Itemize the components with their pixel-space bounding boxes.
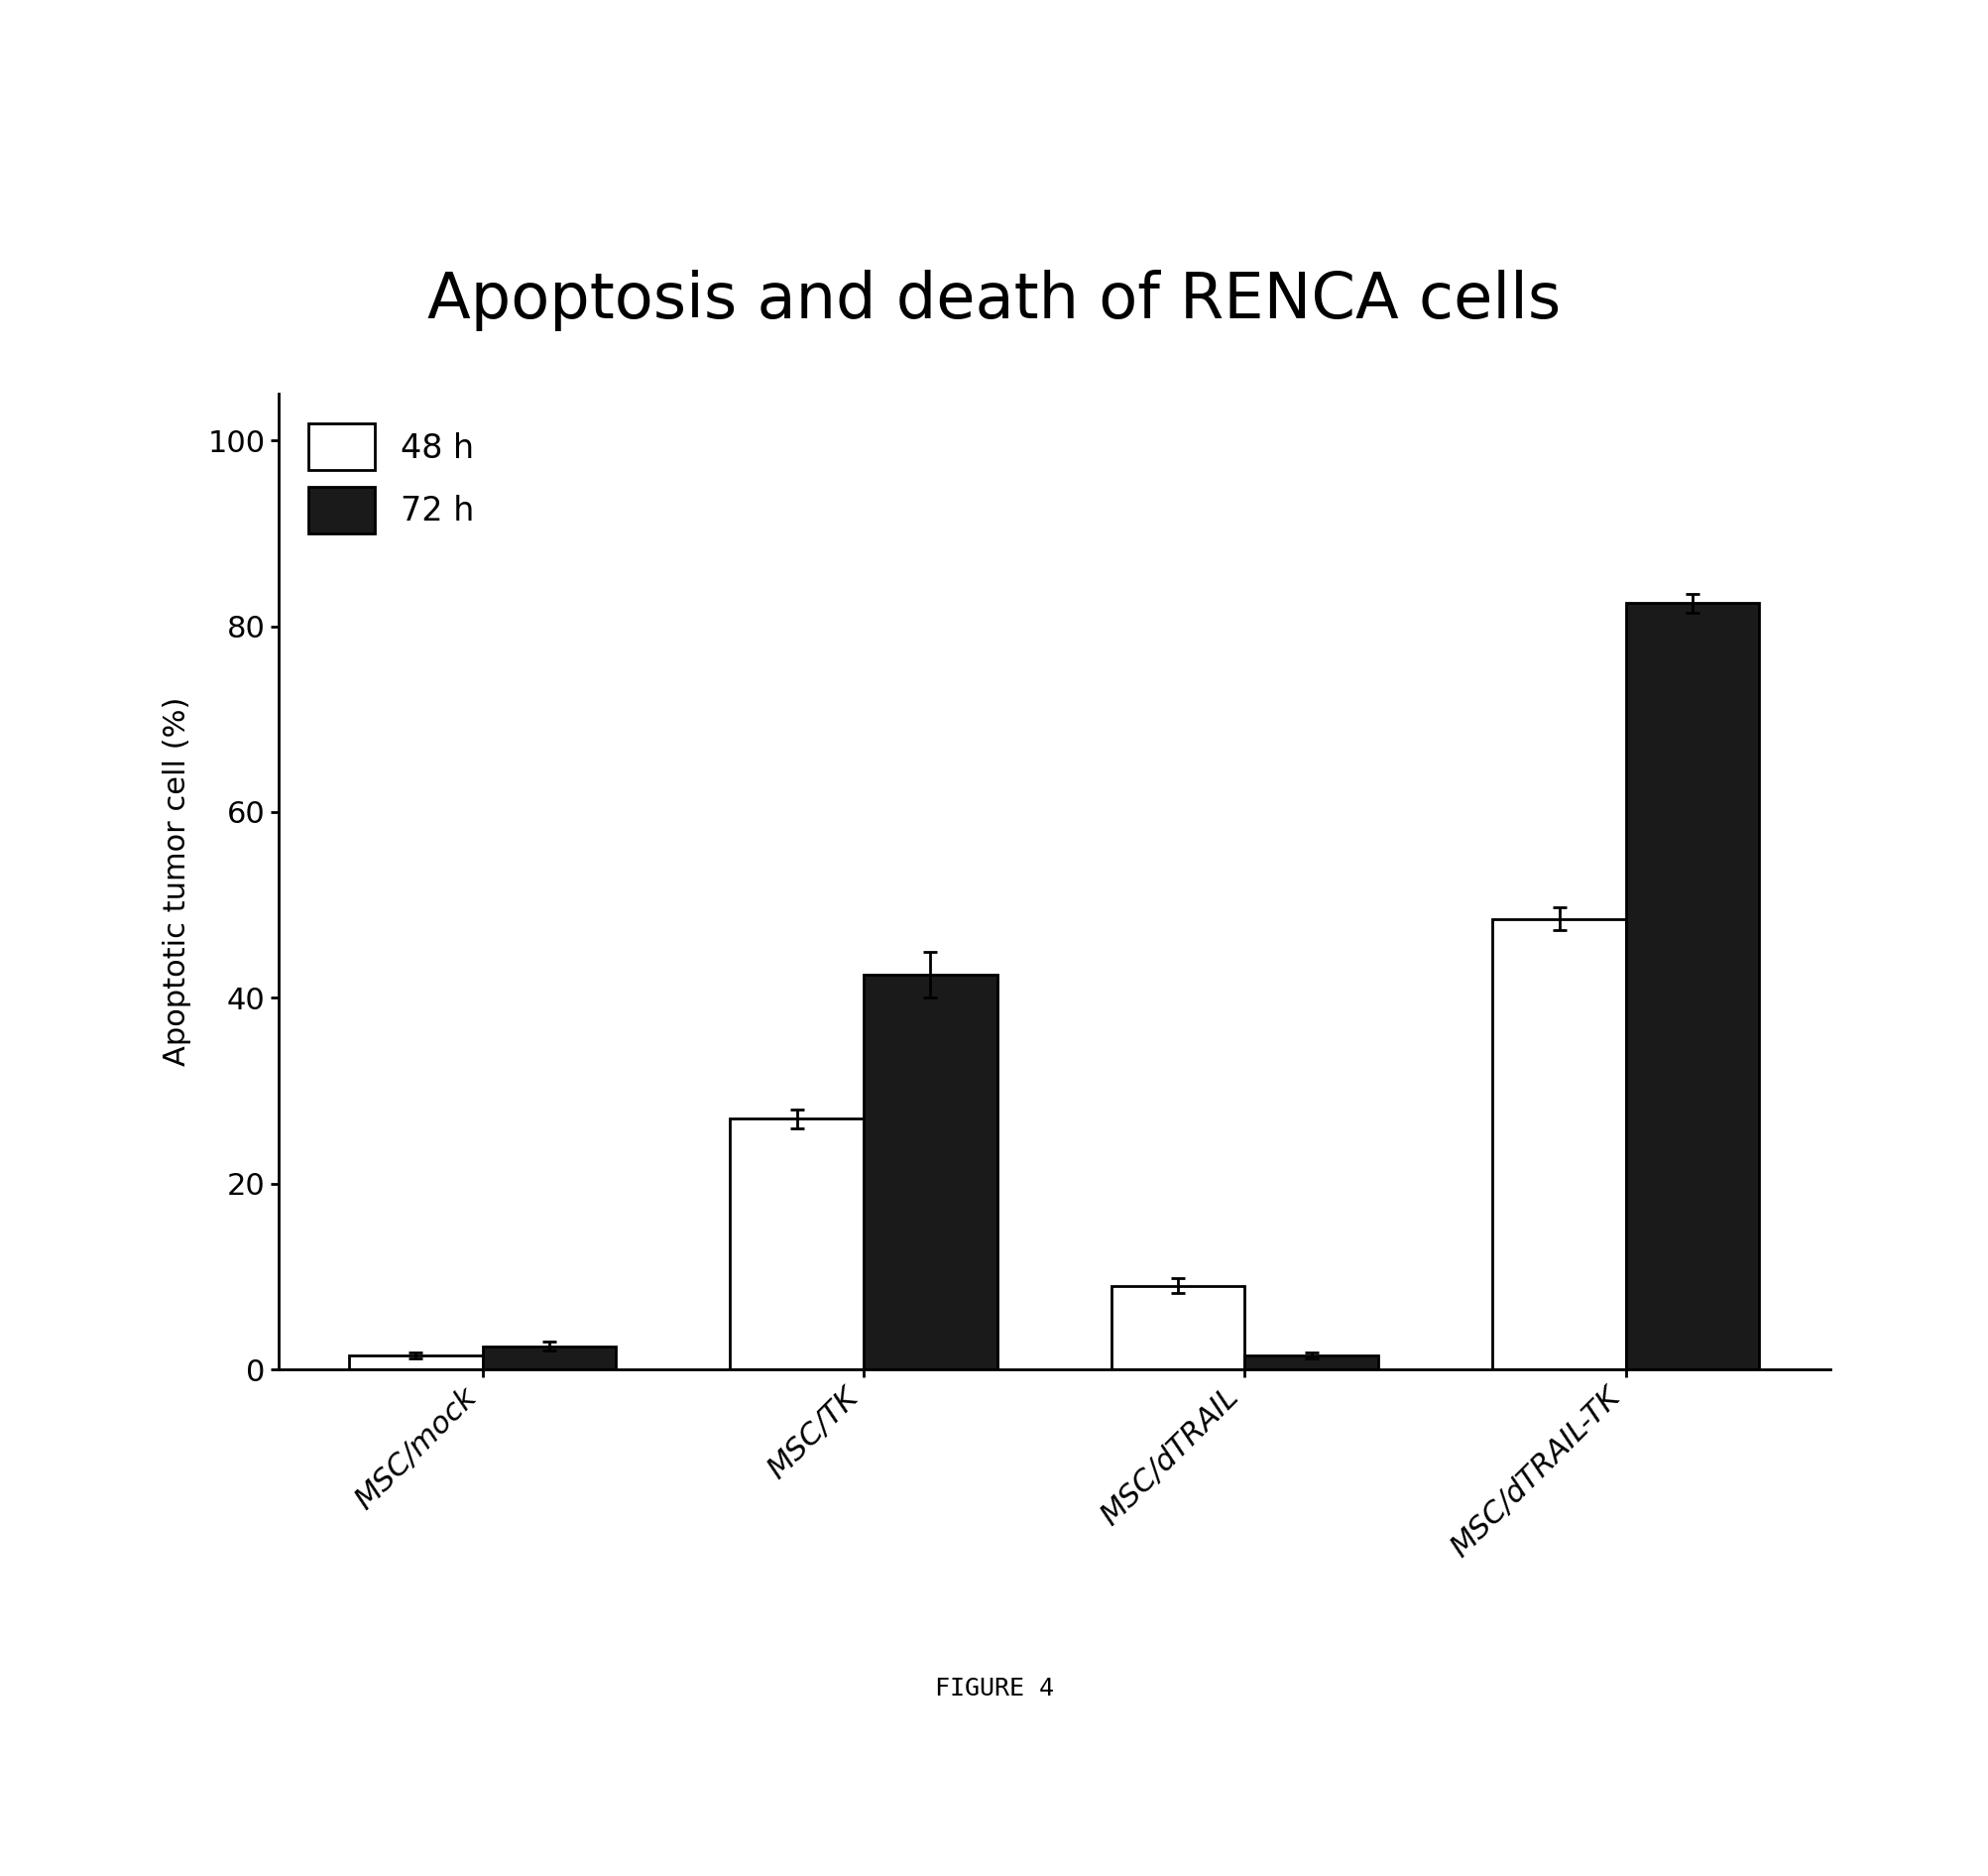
Bar	[1624, 602, 1759, 1369]
Legend: 48 h, 72 h: 48 h, 72 h	[294, 411, 487, 548]
Bar	[1244, 1356, 1378, 1369]
Bar	[1111, 1285, 1244, 1369]
Bar	[1491, 919, 1624, 1369]
Text: Apoptosis and death of RENCA cells: Apoptosis and death of RENCA cells	[427, 270, 1561, 330]
Bar	[863, 976, 996, 1369]
Bar	[348, 1356, 483, 1369]
Bar	[730, 1118, 863, 1369]
Y-axis label: Apoptotic tumor cell (%): Apoptotic tumor cell (%)	[163, 698, 191, 1066]
Text: FIGURE 4: FIGURE 4	[934, 1677, 1054, 1700]
Bar	[483, 1347, 616, 1369]
